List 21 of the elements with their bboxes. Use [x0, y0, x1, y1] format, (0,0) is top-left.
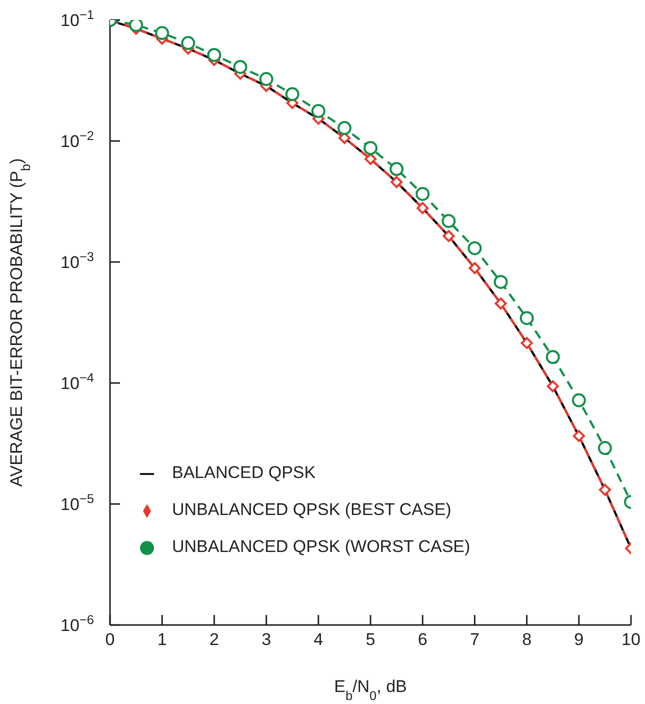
y-tick-label: 10$^{−5}$	[60, 490, 94, 514]
x-tick-label: 9	[574, 630, 584, 649]
x-tick-label: 10	[622, 630, 640, 649]
x-axis-title: E$_{b}$/N$_{0}$, dB	[334, 677, 407, 702]
x-tick-label: 5	[366, 630, 376, 649]
x-tick-label: 2	[209, 630, 219, 649]
legend-label: BALANCED QPSK	[172, 462, 317, 484]
y-tick-label: 10$^{−6}$	[60, 612, 94, 635]
legend-label: UNBALANCED QPSK (BEST CASE)	[172, 499, 452, 521]
x-tick-label: 3	[262, 630, 272, 649]
y-tick-label: 10$^{−3}$	[60, 248, 94, 272]
y-tick-label: 10$^{−2}$	[60, 128, 94, 151]
x-tick-label: 1	[157, 630, 167, 649]
x-tick-label: 6	[418, 630, 428, 649]
x-tick-label: 8	[522, 630, 532, 649]
x-tick-label: 0	[105, 630, 115, 649]
x-tick-label: 4	[314, 630, 324, 649]
y-tick-label: 10$^{−1}$	[60, 6, 94, 30]
legend-label: UNBALANCED QPSK (WORST CASE)	[172, 536, 472, 558]
x-tick-label: 7	[470, 630, 480, 649]
y-tick-label: 10$^{−4}$	[60, 370, 94, 393]
